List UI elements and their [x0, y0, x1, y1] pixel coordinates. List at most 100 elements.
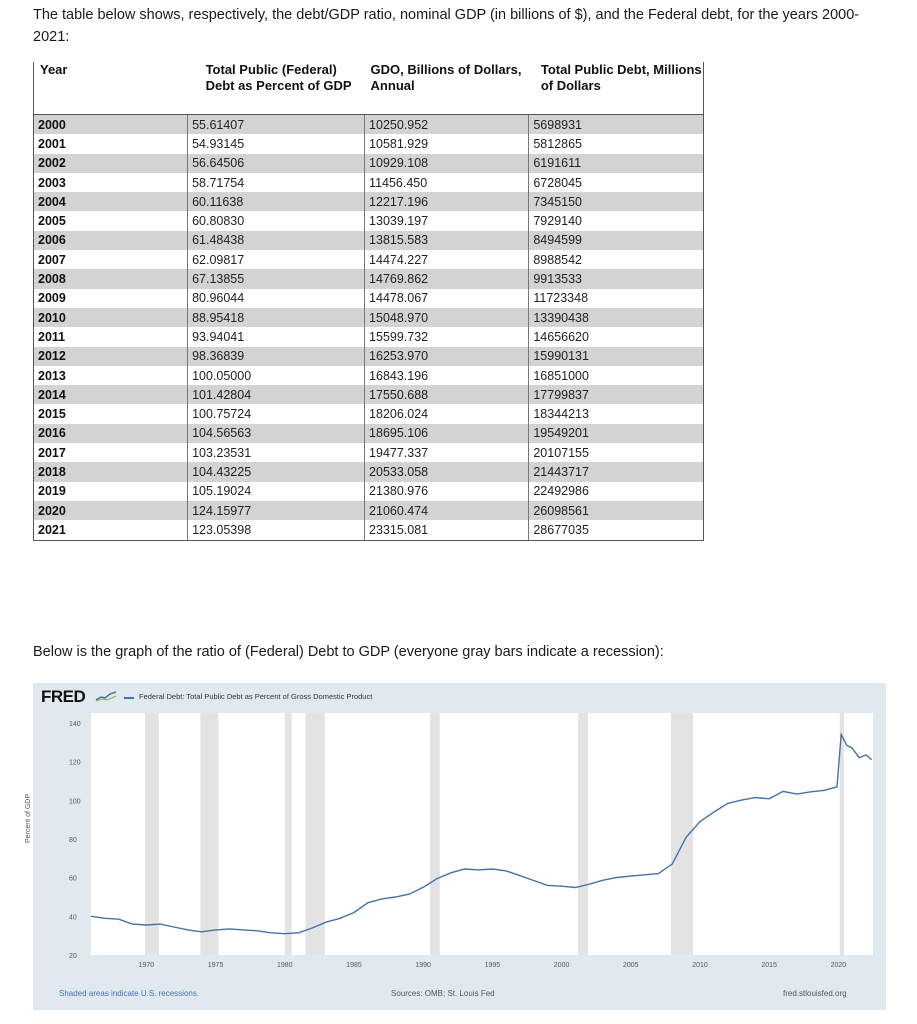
- cell-year: 2014: [32, 385, 188, 405]
- cell-public-debt-millions: 9913533: [528, 269, 704, 289]
- cell-public-debt-millions: 20107155: [528, 443, 704, 463]
- debt-gdp-table: Year Total Public (Federal) Debt as Perc…: [32, 62, 704, 541]
- table-row: 2002 56.64506 10929.108 6191611: [32, 153, 704, 173]
- recession-bar: [578, 713, 588, 955]
- cell-debt-percent-gdp: 104.43225: [187, 462, 365, 482]
- cell-gdp-billions: 21380.976: [364, 481, 529, 501]
- cell-gdp-billions: 10581.929: [364, 134, 529, 154]
- x-tick-label: 1990: [415, 962, 431, 969]
- cell-year: 2015: [32, 404, 188, 424]
- table-row: 2017 103.23531 19477.337 20107155: [32, 443, 704, 463]
- cell-gdp-billions: 16843.196: [364, 365, 529, 386]
- fred-chart: 20 40 60 80 100 120 140 1970 1975 1980 1985 1990 199…: [25, 683, 886, 1010]
- recession-bar: [144, 713, 159, 955]
- cell-year: 2007: [32, 250, 188, 270]
- x-tick-label: 1980: [277, 962, 293, 969]
- table-row: 2021 123.05398 23315.081 28677035: [32, 520, 704, 541]
- table-row: 2020 124.15977 21060.474 26098561: [32, 500, 704, 521]
- cell-gdp-billions: 23315.081: [364, 520, 529, 541]
- x-tick-label: 1995: [485, 962, 501, 969]
- cell-debt-percent-gdp: 100.75724: [187, 404, 365, 424]
- y-tick-label: 40: [69, 914, 77, 921]
- cell-year: 2021: [32, 520, 188, 541]
- cell-public-debt-millions: 18344213: [528, 404, 704, 424]
- cell-gdp-billions: 13039.197: [364, 211, 529, 231]
- cell-gdp-billions: 20533.058: [364, 462, 529, 482]
- cell-year: 2009: [32, 288, 188, 308]
- header-debt-percent-gdp: Total Public (Federal) Debt as Percent o…: [205, 62, 352, 93]
- cell-gdp-billions: 16253.970: [364, 346, 529, 366]
- recession-bar: [430, 713, 440, 955]
- table-header-row: Year Total Public (Federal) Debt as Perc…: [32, 62, 704, 115]
- table-row: 2008 67.13855 14769.862 9913533: [32, 269, 704, 289]
- cell-gdp-billions: 10929.108: [364, 153, 529, 173]
- cell-gdp-billions: 19477.337: [364, 443, 529, 463]
- table-row: 2012 98.36839 16253.970 15990131: [32, 346, 704, 366]
- table-row: 2006 61.48438 13815.583 8494599: [32, 230, 704, 251]
- cell-public-debt-millions: 26098561: [528, 500, 704, 521]
- cell-public-debt-millions: 21443717: [528, 462, 704, 482]
- header-public-debt-millions: Total Public Debt, Millions of Dollars: [528, 62, 704, 115]
- cell-debt-percent-gdp: 80.96044: [187, 288, 365, 308]
- cell-gdp-billions: 18695.106: [364, 423, 529, 444]
- recession-bar: [305, 713, 325, 955]
- cell-year: 2001: [32, 134, 188, 154]
- cell-year: 2011: [32, 327, 188, 347]
- y-axis-label: Percent of GDP: [25, 793, 32, 843]
- cell-debt-percent-gdp: 88.95418: [187, 307, 365, 328]
- cell-public-debt-millions: 7929140: [528, 211, 704, 231]
- y-tick-label: 140: [69, 721, 81, 728]
- x-tick-label: 2020: [831, 962, 847, 969]
- cell-year: 2013: [32, 365, 188, 386]
- legend-line-swatch: [124, 697, 134, 699]
- cell-year: 2010: [32, 307, 188, 328]
- table-row: 2001 54.93145 10581.929 5812865: [32, 134, 704, 154]
- x-tick-label: 2010: [692, 962, 708, 969]
- cell-debt-percent-gdp: 98.36839: [187, 346, 365, 366]
- y-tick-label: 100: [69, 798, 81, 805]
- cell-public-debt-millions: 8494599: [528, 230, 704, 251]
- recession-note-link[interactable]: Shaded areas indicate U.S. recessions.: [59, 989, 200, 998]
- fred-logo-graph-icon: [95, 691, 117, 702]
- y-tick-label: 80: [69, 837, 77, 844]
- cell-year: 2019: [32, 481, 188, 501]
- cell-debt-percent-gdp: 62.09817: [187, 250, 365, 270]
- x-tick-label: 2015: [761, 962, 777, 969]
- cell-year: 2017: [32, 443, 188, 463]
- cell-public-debt-millions: 19549201: [528, 423, 704, 444]
- cell-year: 2003: [32, 172, 188, 193]
- table-row: 2013 100.05000 16843.196 16851000: [32, 365, 704, 386]
- recession-bar: [284, 713, 292, 955]
- cell-public-debt-millions: 13390438: [528, 307, 704, 328]
- cell-gdp-billions: 14478.067: [364, 288, 529, 308]
- cell-year: 2008: [32, 269, 188, 289]
- cell-debt-percent-gdp: 67.13855: [187, 269, 365, 289]
- cell-public-debt-millions: 17799837: [528, 385, 704, 405]
- cell-year: 2020: [32, 500, 188, 521]
- cell-debt-percent-gdp: 56.64506: [187, 153, 365, 173]
- table-row: 2004 60.11638 12217.196 7345150: [32, 192, 704, 212]
- cell-gdp-billions: 11456.450: [364, 172, 529, 193]
- cell-gdp-billions: 15599.732: [364, 327, 529, 347]
- fred-url[interactable]: fred.stlouisfed.org: [783, 989, 847, 998]
- cell-debt-percent-gdp: 105.19024: [187, 481, 365, 501]
- cell-debt-percent-gdp: 104.56563: [187, 423, 365, 444]
- cell-gdp-billions: 10250.952: [364, 114, 529, 135]
- cell-public-debt-millions: 15990131: [528, 346, 704, 366]
- cell-gdp-billions: 13815.583: [364, 230, 529, 251]
- cell-debt-percent-gdp: 100.05000: [187, 365, 365, 386]
- cell-debt-percent-gdp: 61.48438: [187, 230, 365, 251]
- table-row: 2014 101.42804 17550.688 17799837: [32, 385, 704, 405]
- cell-debt-percent-gdp: 58.71754: [187, 172, 365, 193]
- recession-bar: [839, 713, 844, 955]
- cell-debt-percent-gdp: 123.05398: [187, 520, 365, 541]
- cell-debt-percent-gdp: 54.93145: [187, 134, 365, 154]
- cell-public-debt-millions: 7345150: [528, 192, 704, 212]
- table-body: 2000 55.61407 10250.952 5698931 2001 54.93145…: [32, 114, 704, 541]
- fred-logo: FRED: [41, 687, 86, 706]
- recession-bar: [200, 713, 219, 955]
- table-row: 2003 58.71754 11456.450 6728045: [32, 172, 704, 193]
- cell-public-debt-millions: 11723348: [528, 288, 704, 308]
- x-tick-label: 1970: [139, 962, 155, 969]
- cell-year: 2002: [32, 153, 188, 173]
